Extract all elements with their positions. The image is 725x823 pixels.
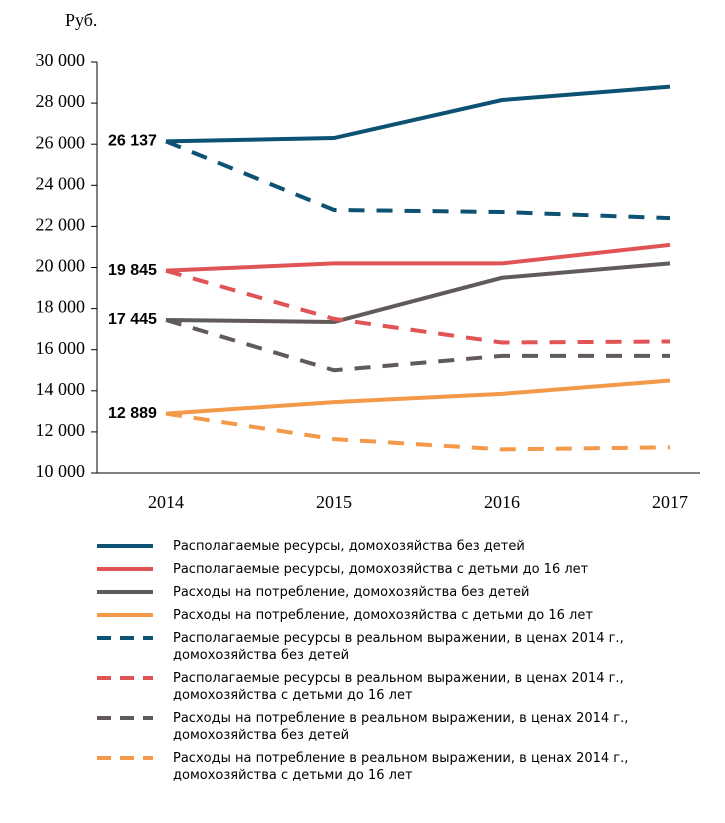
y-tick-label: 14 000 <box>36 379 86 399</box>
data-label: 19 845 <box>108 262 157 279</box>
legend-item: Располагаемые ресурсы, домохозяйства с д… <box>97 561 657 578</box>
series-line <box>165 84 671 144</box>
legend-label: Расходы на потребление, домохозяйства с … <box>173 608 593 623</box>
legend-item: Расходы на потребление, домохозяйства с … <box>97 607 657 624</box>
series-line <box>165 242 671 273</box>
legend: Располагаемые ресурсы, домохозяйства без… <box>97 538 657 790</box>
y-tick-label: 30 000 <box>36 50 86 70</box>
legend-swatch <box>97 676 153 680</box>
y-tick-label: 18 000 <box>36 297 86 317</box>
x-tick-label: 2014 <box>148 492 184 512</box>
series-line <box>165 139 671 221</box>
legend-label: Расходы на потребление в реальном выраже… <box>173 751 629 783</box>
data-label-bg <box>106 130 162 153</box>
series-line <box>165 268 671 345</box>
x-tick-label: 2017 <box>652 492 688 512</box>
series-line <box>165 411 671 452</box>
legend-swatch <box>97 636 153 640</box>
y-tick-label: 20 000 <box>36 256 86 276</box>
legend-label: Расходы на потребление в реальном выраже… <box>173 711 629 743</box>
legend-item: Располагаемые ресурсы в реальном выражен… <box>97 630 657 664</box>
y-tick-label: 28 000 <box>36 91 86 111</box>
data-label-bg <box>106 309 162 332</box>
legend-swatch <box>97 756 153 760</box>
legend-item: Расходы на потребление в реальном выраже… <box>97 750 657 784</box>
data-label: 26 137 <box>108 133 157 150</box>
legend-label: Располагаемые ресурсы в реальном выражен… <box>173 671 624 703</box>
y-tick-label: 10 000 <box>36 461 86 481</box>
chart: Руб. 10 000 12 000 14 000 16 000 18 000 20 00… <box>36 10 700 512</box>
series-line <box>165 261 671 324</box>
legend-swatch <box>97 544 153 548</box>
legend-item: Располагаемые ресурсы, домохозяйства без… <box>97 538 657 555</box>
series-line <box>165 378 671 416</box>
y-tick-label: 12 000 <box>36 420 86 440</box>
data-label: 17 445 <box>108 311 157 328</box>
x-tick-label: 2016 <box>484 492 520 512</box>
y-axis-label: Руб. <box>65 10 97 30</box>
data-label: 12 889 <box>108 405 157 422</box>
legend-label: Располагаемые ресурсы, домохозяйства с д… <box>173 562 589 577</box>
legend-swatch <box>97 716 153 720</box>
legend-label: Располагаемые ресурсы, домохозяйства без… <box>173 539 525 554</box>
legend-swatch <box>97 613 153 617</box>
legend-swatch <box>97 567 153 571</box>
data-label-bg <box>106 259 162 282</box>
data-label-bg <box>106 402 162 425</box>
legend-label: Расходы на потребление, домохозяйства бе… <box>173 585 530 600</box>
legend-item: Располагаемые ресурсы в реальном выражен… <box>97 670 657 704</box>
y-tick-label: 26 000 <box>36 132 86 152</box>
y-tick-label: 16 000 <box>36 338 86 358</box>
x-tick-label: 2015 <box>316 492 352 512</box>
legend-item: Расходы на потребление, домохозяйства бе… <box>97 584 657 601</box>
legend-label: Располагаемые ресурсы в реальном выражен… <box>173 631 624 663</box>
legend-item: Расходы на потребление в реальном выраже… <box>97 710 657 744</box>
y-tick-label: 24 000 <box>36 173 86 193</box>
series-line <box>165 318 670 373</box>
y-tick-label: 22 000 <box>36 215 86 235</box>
legend-swatch <box>97 590 153 594</box>
